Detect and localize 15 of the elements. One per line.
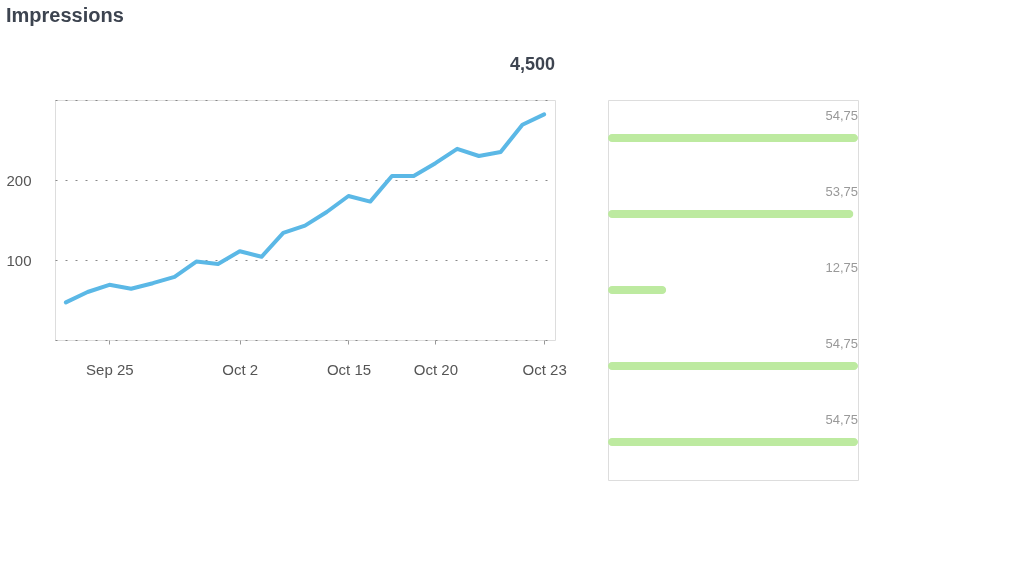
x-tick-label: Oct 2 xyxy=(222,360,259,378)
data-label: 53,75 xyxy=(825,184,858,199)
y-tick-label: 200 xyxy=(6,171,32,189)
text: 4,500 xyxy=(509,54,555,74)
x-tick-label: Oct 20 xyxy=(413,360,459,378)
chart-title: Impressions xyxy=(5,4,124,26)
y-tick-label: 100 xyxy=(6,251,32,269)
x-tick-label: Sep 25 xyxy=(86,360,134,378)
x-tick-label: Oct 23 xyxy=(522,360,567,378)
x-tick-label: Oct 15 xyxy=(326,360,372,378)
data-label: 12,75 xyxy=(825,260,858,275)
data-label: 54,75 xyxy=(825,336,858,351)
line-series xyxy=(63,112,547,305)
data-label: 54,75 xyxy=(825,108,858,123)
data-label: 54,75 xyxy=(825,412,858,427)
